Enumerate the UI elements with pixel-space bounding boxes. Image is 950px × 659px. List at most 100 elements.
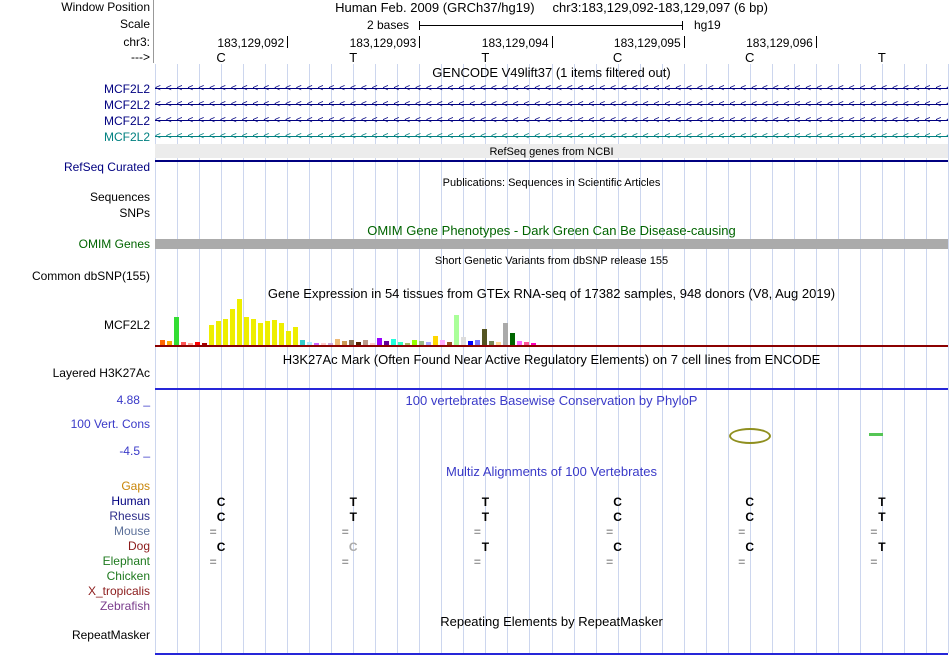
alignment-base: = — [209, 555, 217, 569]
omim-genes-track[interactable] — [155, 239, 948, 249]
scale-bar — [419, 21, 683, 30]
gtex-bar — [279, 323, 284, 345]
gencode-transcript[interactable]: <<<<<<<<<<<<<<<<<<<<<<<<<<<<<<<<<<<<<<<<… — [155, 128, 948, 144]
phylop-header: 100 vertebrates Basewise Conservation by… — [405, 393, 698, 408]
alignment-base: C — [613, 510, 622, 524]
gtex-bar — [475, 340, 480, 345]
gtex-bar — [258, 323, 263, 345]
gtex-bar — [349, 340, 354, 345]
species-label-dog[interactable]: Dog — [127, 539, 150, 553]
species-label-mouse[interactable]: Mouse — [113, 524, 150, 538]
gtex-bar — [405, 343, 410, 345]
gencode-gene-label[interactable]: MCF2L2 — [103, 98, 150, 112]
phylop-min-value: -4.5 _ — [119, 444, 150, 458]
grid-line — [463, 64, 465, 653]
gencode-transcript[interactable]: <<<<<<<<<<<<<<<<<<<<<<<<<<<<<<<<<<<<<<<<… — [155, 96, 948, 112]
sequences-label[interactable]: Sequences — [89, 190, 150, 204]
scale-label: Scale — [119, 17, 150, 31]
bottom-border-line — [155, 653, 948, 655]
strand-arrows: <<<<<<<<<<<<<<<<<<<<<<<<<<<<<<<<<<<<<<<<… — [155, 83, 948, 94]
species-label-chicken[interactable]: Chicken — [106, 569, 150, 583]
gtex-expression-chart[interactable] — [155, 297, 948, 345]
phylop-negative-mark[interactable] — [729, 428, 771, 444]
grid-line — [287, 64, 289, 653]
grid-line — [507, 64, 509, 653]
grid-line — [815, 64, 817, 653]
ruler-coordinate: 183,129,094 — [481, 36, 549, 50]
gtex-bar — [195, 342, 200, 345]
layered-h3k27ac-label[interactable]: Layered H3K27Ac — [52, 366, 150, 380]
grid-line — [903, 64, 905, 653]
position-title: Human Feb. 2009 (GRCh37/hg19) chr3:183,1… — [155, 1, 948, 15]
gtex-bar — [440, 340, 445, 345]
alignment-base: = — [209, 525, 217, 539]
assembly-title: Human Feb. 2009 (GRCh37/hg19) — [335, 0, 535, 15]
grid-line — [397, 64, 399, 653]
grid-line — [595, 64, 597, 653]
species-label-zebrafish[interactable]: Zebrafish — [99, 599, 150, 613]
phylop-positive-mark[interactable] — [869, 433, 883, 436]
common-dbsnp-label[interactable]: Common dbSNP(155) — [31, 269, 150, 283]
grid-line — [727, 64, 729, 653]
grid-line — [243, 64, 245, 653]
sequence-base: T — [349, 50, 358, 65]
species-label-gaps[interactable]: Gaps — [121, 479, 150, 493]
gtex-bar — [265, 321, 270, 345]
gtex-bar — [531, 343, 536, 345]
species-label-rhesus[interactable]: Rhesus — [109, 509, 150, 523]
alignment-base: C — [613, 495, 622, 509]
gencode-gene-label[interactable]: MCF2L2 — [103, 114, 150, 128]
refseq-curated-label[interactable]: RefSeq Curated — [63, 160, 150, 174]
repeatmasker-label[interactable]: RepeatMasker — [71, 628, 150, 642]
repeatmasker-header: Repeating Elements by RepeatMasker — [440, 614, 663, 629]
gtex-bar — [517, 341, 522, 345]
gencode-gene-label[interactable]: MCF2L2 — [103, 130, 150, 144]
alignment-row[interactable] — [155, 480, 948, 495]
gtex-bar — [307, 342, 312, 345]
gtex-bar — [209, 325, 214, 345]
gtex-bar — [503, 323, 508, 345]
window-position-label: Window Position — [61, 0, 150, 14]
sequence-base: T — [877, 50, 886, 65]
alignment-base: T — [481, 540, 490, 554]
alignment-base: C — [745, 495, 755, 509]
gtex-bar — [461, 337, 466, 345]
ruler-tick — [815, 36, 817, 48]
alignment-row[interactable]: = = = = = = — [155, 525, 948, 540]
gtex-bar — [384, 341, 389, 345]
gtex-bar — [293, 327, 298, 345]
gtex-bar — [370, 343, 375, 345]
alignment-row[interactable] — [155, 570, 948, 585]
position-range: chr3:183,129,092-183,129,097 (6 bp) — [552, 0, 768, 15]
gtex-bar — [188, 343, 193, 345]
refseq-band — [155, 144, 948, 158]
snps-label[interactable]: SNPs — [119, 206, 150, 220]
grid-line — [617, 64, 619, 653]
gencode-transcript[interactable]: <<<<<<<<<<<<<<<<<<<<<<<<<<<<<<<<<<<<<<<<… — [155, 112, 948, 128]
h3k27ac-header: H3K27Ac Mark (Often Found Near Active Re… — [282, 352, 821, 367]
omim-genes-label[interactable]: OMIM Genes — [78, 237, 150, 251]
h3k27ac-track-line[interactable] — [155, 388, 948, 390]
gtex-bar — [314, 343, 319, 345]
ruler-coordinate: 183,129,093 — [349, 36, 417, 50]
species-label-human[interactable]: Human — [111, 494, 150, 508]
assembly-name: hg19 — [694, 18, 721, 32]
alignment-base: = — [738, 555, 746, 569]
gtex-bar — [167, 341, 172, 345]
gtex-gene-label[interactable]: MCF2L2 — [103, 318, 150, 332]
omim-header: OMIM Gene Phenotypes - Dark Green Can Be… — [367, 223, 736, 238]
alignment-row[interactable]: = = = = = = — [155, 555, 948, 570]
alignment-row[interactable] — [155, 600, 948, 615]
species-label-elephant[interactable]: Elephant — [102, 554, 150, 568]
species-label-x_tropicalis[interactable]: X_tropicalis — [87, 584, 150, 598]
gencode-transcript[interactable]: <<<<<<<<<<<<<<<<<<<<<<<<<<<<<<<<<<<<<<<<… — [155, 80, 948, 96]
phylop-track-label[interactable]: 100 Vert. Cons — [70, 417, 150, 431]
gtex-bar — [335, 339, 340, 345]
gencode-gene-label[interactable]: MCF2L2 — [103, 82, 150, 96]
refseq-curated-track[interactable] — [155, 160, 948, 162]
alignment-row[interactable] — [155, 585, 948, 600]
ruler-coordinate: 183,129,096 — [746, 36, 813, 50]
